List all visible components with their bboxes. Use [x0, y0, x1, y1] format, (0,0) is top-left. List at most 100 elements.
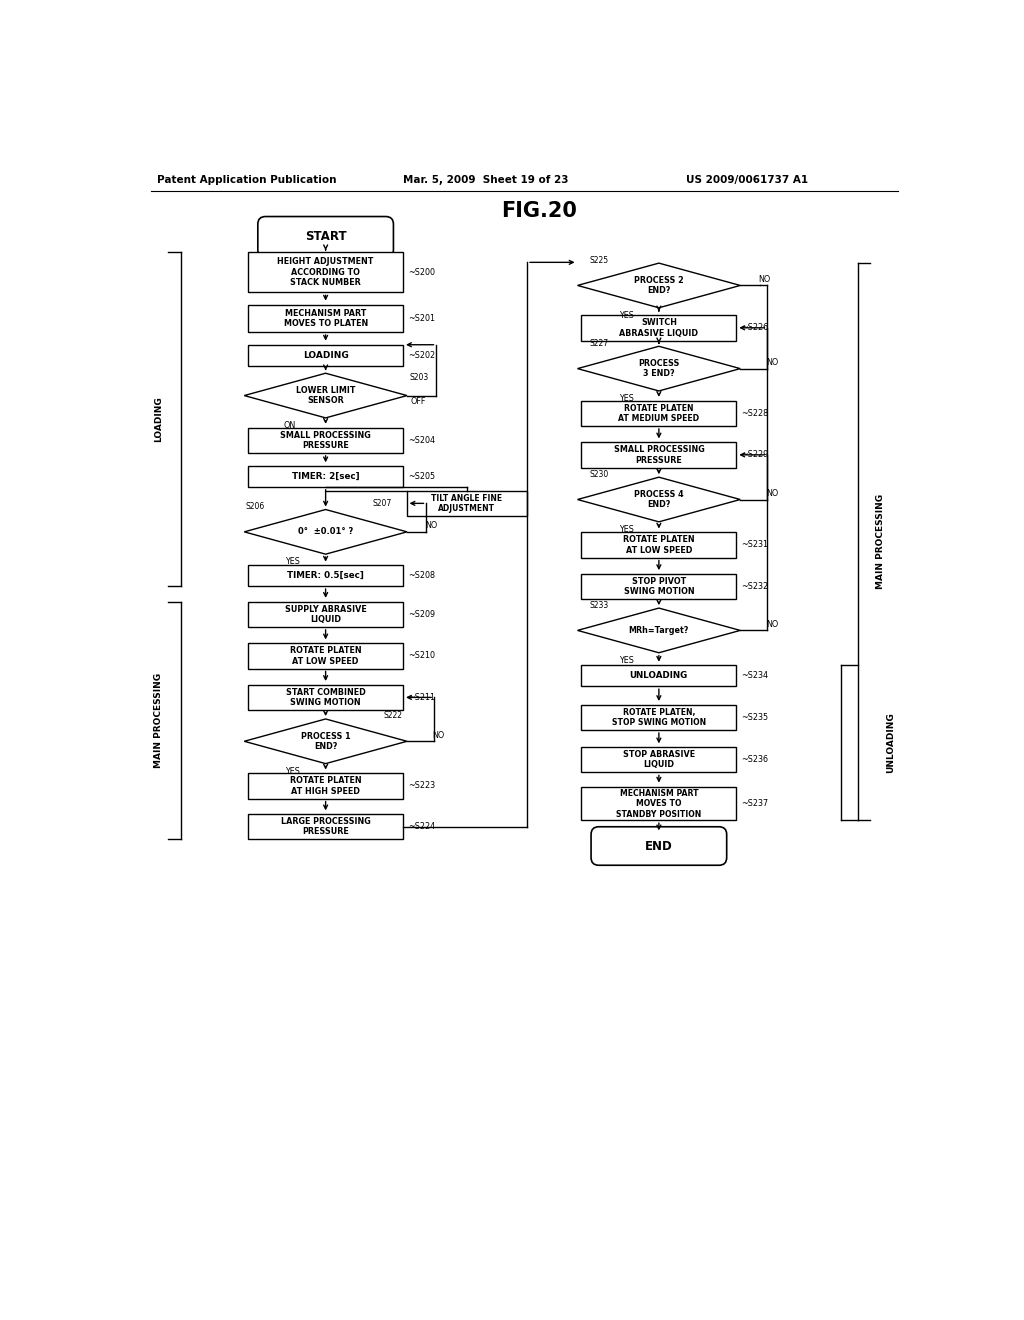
Text: YES: YES [618, 525, 634, 535]
FancyBboxPatch shape [248, 428, 403, 453]
Text: YES: YES [618, 312, 634, 319]
Text: ~S231: ~S231 [741, 540, 768, 549]
Text: MECHANISM PART
MOVES TO PLATEN: MECHANISM PART MOVES TO PLATEN [284, 309, 368, 329]
Polygon shape [578, 478, 740, 521]
Text: ROTATE PLATEN
AT LOW SPEED: ROTATE PLATEN AT LOW SPEED [623, 535, 694, 554]
Text: SUPPLY ABRASIVE
LIQUID: SUPPLY ABRASIVE LIQUID [285, 605, 367, 624]
Text: LOADING: LOADING [303, 351, 348, 360]
Text: NO: NO [766, 620, 778, 628]
Text: ~S237: ~S237 [741, 799, 768, 808]
FancyBboxPatch shape [248, 774, 403, 799]
Text: ~S232: ~S232 [741, 582, 768, 591]
Text: START: START [305, 231, 346, 243]
FancyBboxPatch shape [248, 466, 403, 487]
FancyBboxPatch shape [248, 305, 403, 333]
Text: MAIN PROCESSING: MAIN PROCESSING [876, 494, 885, 589]
Text: Mar. 5, 2009  Sheet 19 of 23: Mar. 5, 2009 Sheet 19 of 23 [403, 176, 568, 185]
FancyBboxPatch shape [582, 747, 736, 772]
Text: START COMBINED
SWING MOTION: START COMBINED SWING MOTION [286, 688, 366, 708]
Text: ~S224: ~S224 [408, 822, 435, 832]
FancyBboxPatch shape [248, 252, 403, 293]
Text: S225: S225 [589, 256, 608, 264]
FancyBboxPatch shape [248, 602, 403, 627]
Text: ~S228: ~S228 [741, 409, 768, 417]
Text: S222: S222 [384, 711, 402, 721]
Text: ROTATE PLATEN
AT MEDIUM SPEED: ROTATE PLATEN AT MEDIUM SPEED [618, 404, 699, 422]
Text: YES: YES [618, 656, 634, 665]
Text: SMALL PROCESSING
PRESSURE: SMALL PROCESSING PRESSURE [281, 430, 371, 450]
Text: STOP PIVOT
SWING MOTION: STOP PIVOT SWING MOTION [624, 577, 694, 597]
Text: ~S209: ~S209 [408, 610, 435, 619]
FancyBboxPatch shape [248, 643, 403, 668]
Text: YES: YES [618, 395, 634, 403]
Text: ~S210: ~S210 [408, 651, 435, 660]
FancyBboxPatch shape [248, 565, 403, 586]
Text: S227: S227 [589, 339, 608, 347]
Text: S207: S207 [373, 499, 392, 508]
Text: STOP ABRASIVE
LIQUID: STOP ABRASIVE LIQUID [623, 750, 695, 770]
FancyBboxPatch shape [248, 345, 403, 367]
FancyBboxPatch shape [582, 787, 736, 820]
Text: S206: S206 [246, 502, 265, 511]
Text: ~S202: ~S202 [408, 351, 435, 360]
FancyBboxPatch shape [582, 315, 736, 341]
Text: ROTATE PLATEN
AT HIGH SPEED: ROTATE PLATEN AT HIGH SPEED [290, 776, 361, 796]
Text: NO: NO [766, 358, 778, 367]
Text: LARGE PROCESSING
PRESSURE: LARGE PROCESSING PRESSURE [281, 817, 371, 837]
FancyBboxPatch shape [248, 814, 403, 840]
Polygon shape [245, 374, 407, 418]
Text: Patent Application Publication: Patent Application Publication [158, 176, 337, 185]
Text: END: END [645, 840, 673, 853]
FancyBboxPatch shape [582, 532, 736, 557]
Text: ~S236: ~S236 [741, 755, 768, 764]
Text: ~S208: ~S208 [408, 572, 435, 581]
FancyBboxPatch shape [582, 442, 736, 467]
Text: SMALL PROCESSING
PRESSURE: SMALL PROCESSING PRESSURE [613, 445, 705, 465]
Text: S203: S203 [410, 372, 429, 381]
Text: LOADING: LOADING [154, 396, 163, 442]
Text: UNLOADING: UNLOADING [630, 672, 688, 680]
Text: ~S204: ~S204 [408, 436, 435, 445]
Polygon shape [578, 346, 740, 391]
Text: HEIGHT ADJUSTMENT
ACCORDING TO
STACK NUMBER: HEIGHT ADJUSTMENT ACCORDING TO STACK NUM… [278, 257, 374, 288]
Text: NO: NO [432, 731, 444, 739]
Text: S233: S233 [589, 601, 608, 610]
Text: LOWER LIMIT
SENSOR: LOWER LIMIT SENSOR [296, 385, 355, 405]
FancyBboxPatch shape [591, 826, 727, 866]
Text: TIMER: 0.5[sec]: TIMER: 0.5[sec] [287, 572, 365, 581]
Text: ROTATE PLATEN
AT LOW SPEED: ROTATE PLATEN AT LOW SPEED [290, 645, 361, 665]
Text: PROCESS
3 END?: PROCESS 3 END? [638, 359, 680, 379]
Text: S230: S230 [589, 470, 608, 479]
FancyBboxPatch shape [258, 216, 393, 257]
Text: YES: YES [286, 557, 300, 566]
Text: ~S201: ~S201 [408, 314, 435, 323]
Text: ~S234: ~S234 [741, 672, 768, 680]
Polygon shape [245, 719, 407, 763]
Text: NO: NO [425, 521, 437, 531]
Text: ~S200: ~S200 [408, 268, 435, 277]
Text: ON: ON [283, 421, 295, 430]
Polygon shape [578, 609, 740, 653]
Text: ~S211: ~S211 [408, 693, 435, 702]
Text: SWITCH
ABRASIVE LIQUID: SWITCH ABRASIVE LIQUID [620, 318, 698, 338]
Polygon shape [245, 510, 407, 554]
Polygon shape [578, 263, 740, 308]
Text: TILT ANGLE FINE
ADJUSTMENT: TILT ANGLE FINE ADJUSTMENT [431, 494, 502, 513]
Text: NO: NO [766, 488, 778, 498]
FancyBboxPatch shape [582, 400, 736, 426]
Text: NO: NO [758, 275, 770, 284]
Text: MECHANISM PART
MOVES TO
STANDBY POSITION: MECHANISM PART MOVES TO STANDBY POSITION [616, 789, 701, 818]
Text: PROCESS 1
END?: PROCESS 1 END? [301, 731, 350, 751]
Text: ROTATE PLATEN,
STOP SWING MOTION: ROTATE PLATEN, STOP SWING MOTION [611, 708, 706, 727]
FancyBboxPatch shape [582, 574, 736, 599]
Text: ~S235: ~S235 [741, 713, 768, 722]
Text: UNLOADING: UNLOADING [886, 713, 895, 774]
Text: OFF: OFF [411, 397, 426, 407]
Text: ~S226: ~S226 [741, 323, 768, 333]
FancyBboxPatch shape [407, 491, 526, 516]
Text: YES: YES [286, 767, 300, 776]
Text: MAIN PROCESSING: MAIN PROCESSING [154, 673, 163, 768]
FancyBboxPatch shape [248, 685, 403, 710]
Text: FIG.20: FIG.20 [501, 201, 577, 220]
Text: MRh=Target?: MRh=Target? [629, 626, 689, 635]
